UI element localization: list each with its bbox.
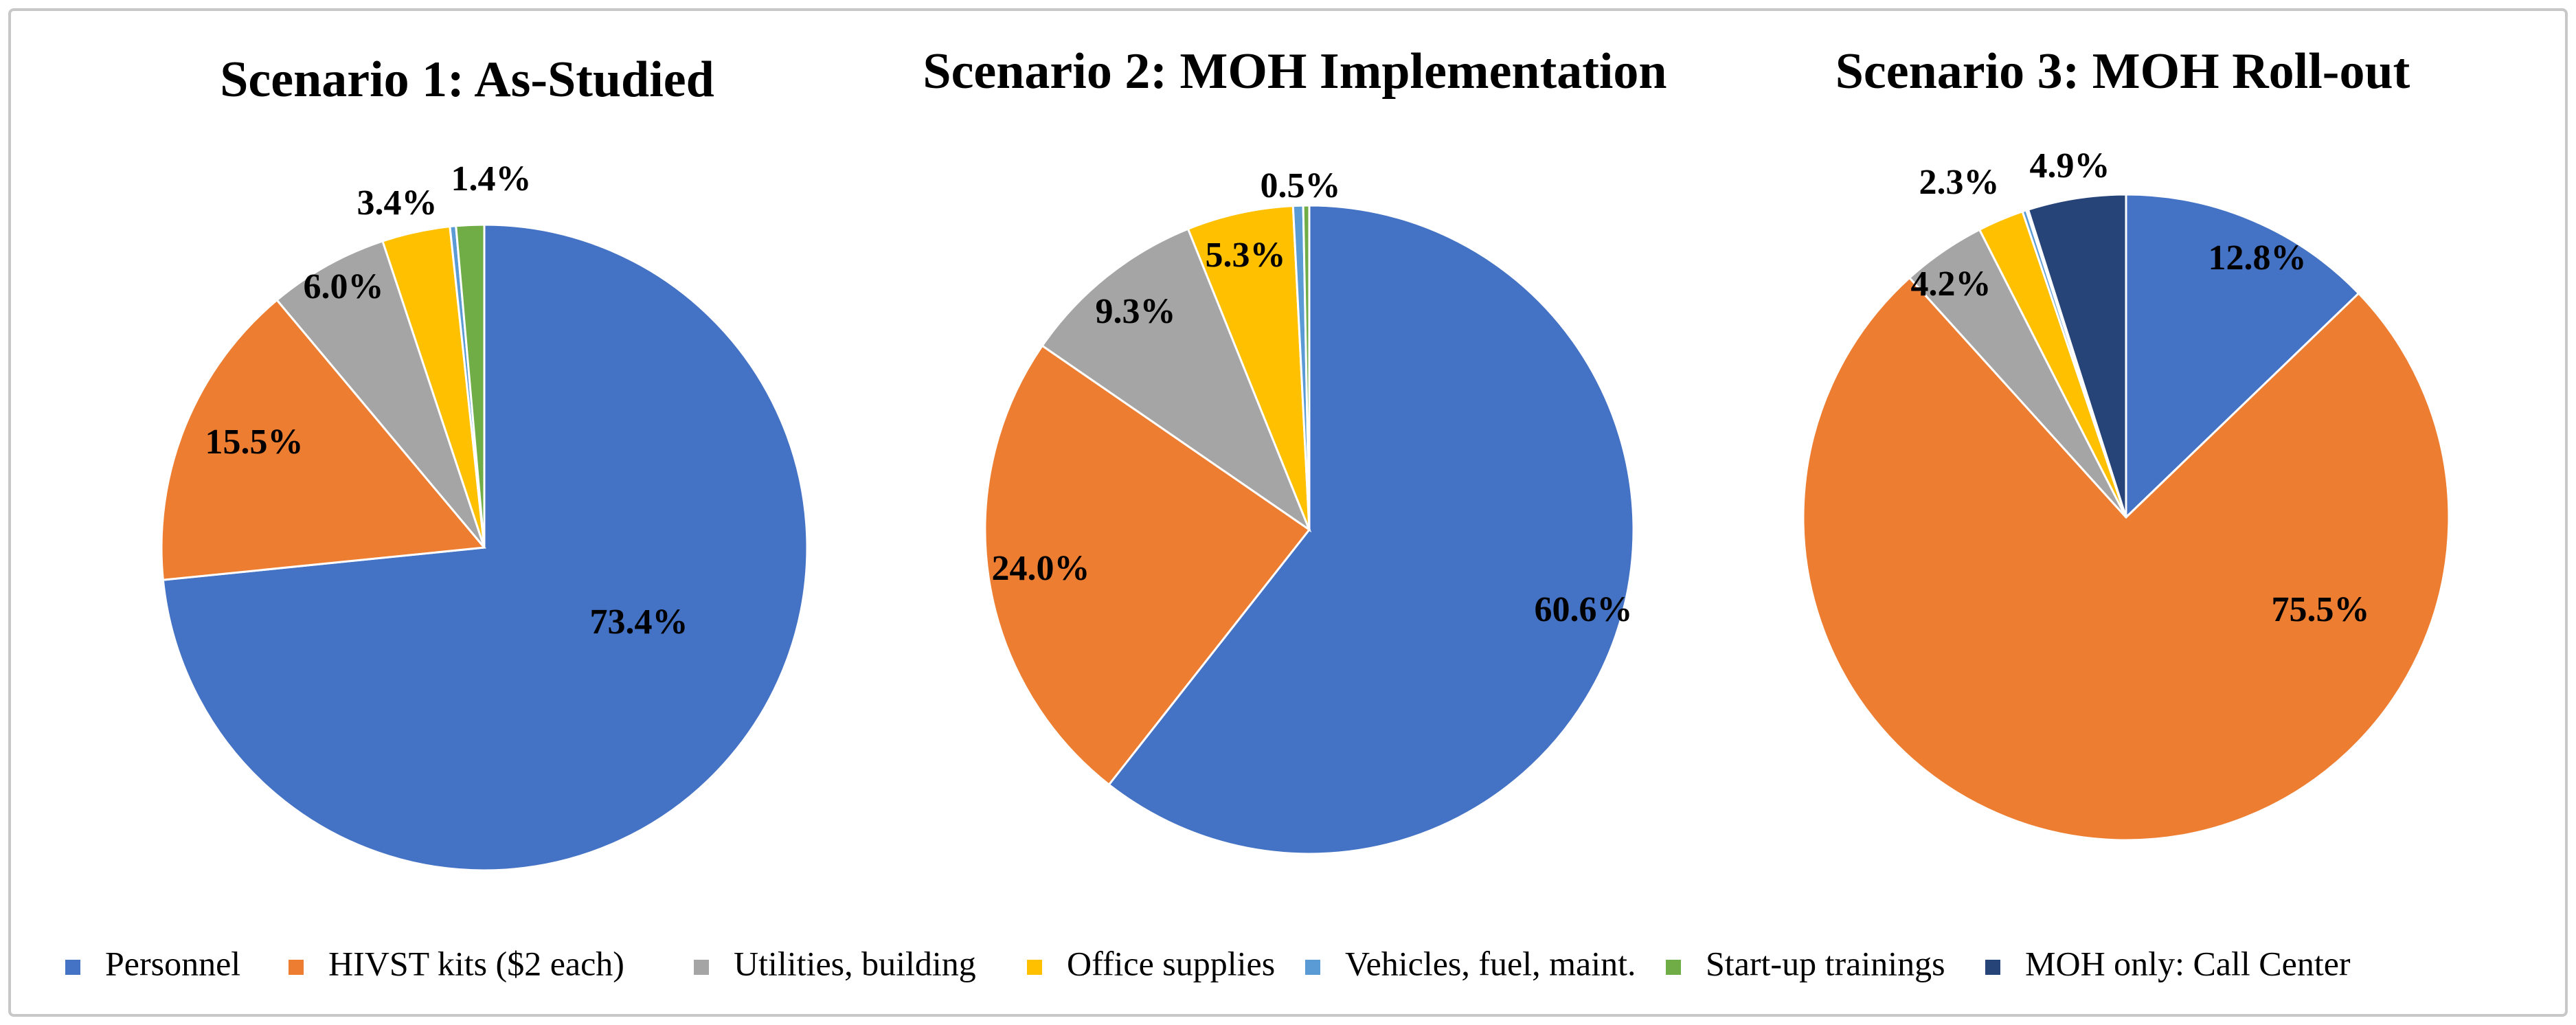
legend-item-vehicles-fuel-maint: Vehicles, fuel, maint. [1305, 944, 1636, 982]
legend-item-hivst-kits-2-each: HIVST kits ($2 each) [289, 944, 624, 982]
pie-slice-hivst-kits-2-each [984, 344, 1311, 787]
chart-title-scenario-2: Scenario 2: MOH Implementation [923, 43, 1667, 100]
legend-item-utilities-building: Utilities, building [694, 944, 976, 982]
data-label-personnel: 73.4% [590, 602, 688, 642]
pie-slice-hivst-kits-2-each [1802, 276, 2450, 842]
legend-swatch [694, 960, 709, 975]
data-label-hivst-kits-2-each: 24.0% [992, 549, 1090, 588]
data-label-start-up-trainings: 1.4% [451, 159, 532, 199]
pie-labels-scenario-1: 73.4% 15.5% 6.0% 3.4% 1.4% [205, 159, 688, 642]
data-label-utilities-building: 4.2% [1911, 264, 1991, 304]
data-label-vehicles-fuel-maint: 0.5% [1261, 166, 1341, 205]
pie-slice-office-supplies [1186, 205, 1311, 530]
chart-title-scenario-1: Scenario 1: As-Studied [220, 52, 714, 108]
data-label-personnel: 12.8% [2208, 238, 2307, 278]
pie-slice-start-up-trainings [455, 223, 486, 548]
data-label-office-supplies: 3.4% [357, 183, 438, 223]
legend-swatch [65, 960, 80, 975]
data-label-utilities-building: 6.0% [304, 267, 384, 306]
data-label-moh-only-call-center: 4.9% [2030, 146, 2110, 185]
pie-slice-moh-only-call-center [2026, 193, 2127, 518]
data-label-personnel: 60.6% [1535, 590, 1633, 629]
pie-slice-utilities-building [275, 240, 486, 548]
pie-slice-personnel [2125, 193, 2360, 520]
legend-item-start-up-trainings: Start-up trainings [1666, 944, 1945, 982]
legend-label: Office supplies [1067, 944, 1275, 982]
legend-label: MOH only: Call Center [2025, 944, 2351, 982]
pie-slice-start-up-trainings [1302, 204, 1311, 530]
legend-swatch [1985, 960, 2000, 975]
legend-swatch [1305, 960, 1320, 975]
pie-labels-scenario-3: 12.8% 75.5% 4.2% 2.3% 4.9% [1911, 146, 2370, 629]
legend-item-personnel: Personnel [65, 944, 240, 982]
data-label-hivst-kits-2-each: 15.5% [205, 423, 304, 462]
legend-swatch [1666, 960, 1681, 975]
legend-label: Start-up trainings [1706, 944, 1945, 982]
pie-chart-scenario-3: Scenario 3: MOH Roll-out 12.8% 75.5% 4.2% 2… [1802, 43, 2450, 842]
data-label-office-supplies: 5.3% [1206, 236, 1286, 275]
pie-slice-hivst-kits-2-each [160, 298, 486, 581]
legend-swatch [1027, 960, 1042, 975]
legend: Personnel HIVST kits ($2 each) Utilities, … [65, 944, 2351, 982]
pie-slices-scenario-3 [1802, 193, 2450, 842]
chart-title-scenario-3: Scenario 3: MOH Roll-out [1835, 43, 2410, 100]
legend-swatch [289, 960, 304, 975]
pie-chart-scenario-1: Scenario 1: As-Studied 73.4% 15.5% 6.0% 3.4… [160, 52, 809, 872]
pie-slices-scenario-1 [160, 223, 809, 872]
data-label-hivst-kits-2-each: 75.5% [2272, 590, 2370, 629]
legend-label: Vehicles, fuel, maint. [1345, 944, 1636, 982]
pie-chart-scenario-2: Scenario 2: MOH Implementation 60.6% 24.0… [923, 43, 1667, 855]
legend-item-office-supplies: Office supplies [1027, 944, 1275, 982]
legend-item-moh-only-call-center: MOH only: Call Center [1985, 944, 2351, 982]
pie-labels-scenario-2: 60.6% 24.0% 9.3% 5.3% 0.5% [992, 166, 1633, 629]
pie-slice-personnel [1107, 204, 1635, 855]
legend-label: Personnel [105, 944, 240, 982]
data-label-office-supplies: 2.3% [1919, 163, 2000, 202]
data-label-utilities-building: 9.3% [1096, 292, 1176, 331]
pie-slice-utilities-building [1041, 227, 1312, 533]
pie-slices-scenario-2 [984, 204, 1635, 855]
legend-label: Utilities, building [734, 944, 976, 982]
legend-label: HIVST kits ($2 each) [328, 944, 624, 982]
